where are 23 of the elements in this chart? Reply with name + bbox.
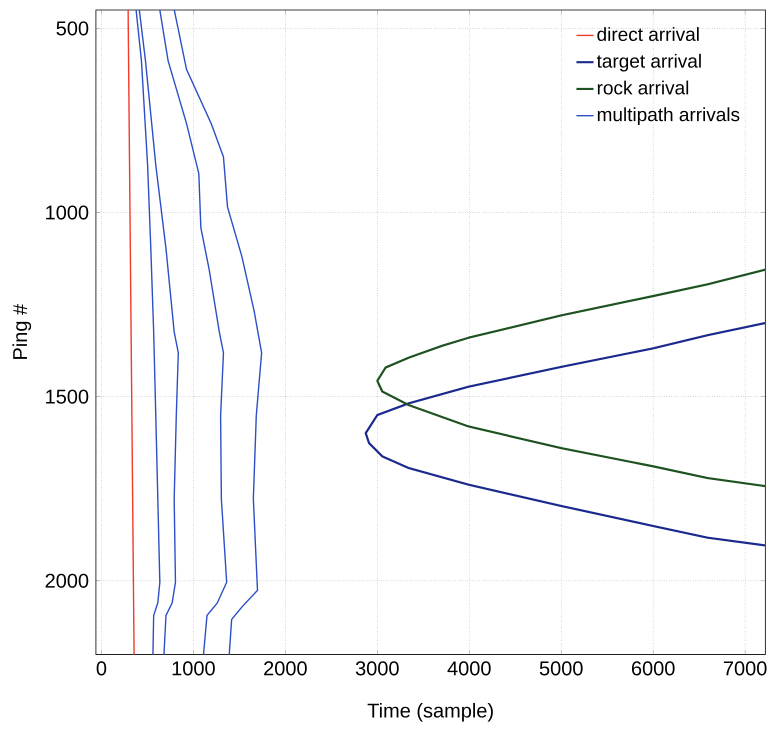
x-axis-title: Time (sample) [368, 702, 493, 722]
legend-label: rock arrival [598, 80, 688, 94]
legend-label: multipath arrivals [598, 107, 740, 125]
line-series [364, 322, 766, 546]
x-tick-label: 3000 [356, 661, 399, 676]
x-tick-label: 4000 [447, 661, 491, 676]
x-tick-label: 6000 [632, 661, 675, 676]
legend-label: target arrival [596, 54, 701, 72]
x-tick-label: 5000 [540, 661, 583, 676]
y-tick-label: 2000 [46, 574, 88, 588]
y-tick-label: 500 [56, 21, 88, 36]
line-series [159, 10, 228, 654]
line-series [138, 10, 180, 654]
x-tick-label: 1000 [172, 661, 215, 676]
y-tick-label: 1500 [46, 389, 88, 404]
x-tick-label: 7000 [724, 661, 767, 676]
x-tick-label: 2000 [264, 661, 307, 676]
line-series [376, 268, 766, 488]
y-axis-title: Ping # [12, 304, 32, 359]
y-tick-label: 1000 [46, 205, 88, 220]
x-tick-label: 0 [96, 661, 106, 676]
legend-label: direct arrival [597, 26, 699, 41]
line-series [174, 10, 262, 654]
